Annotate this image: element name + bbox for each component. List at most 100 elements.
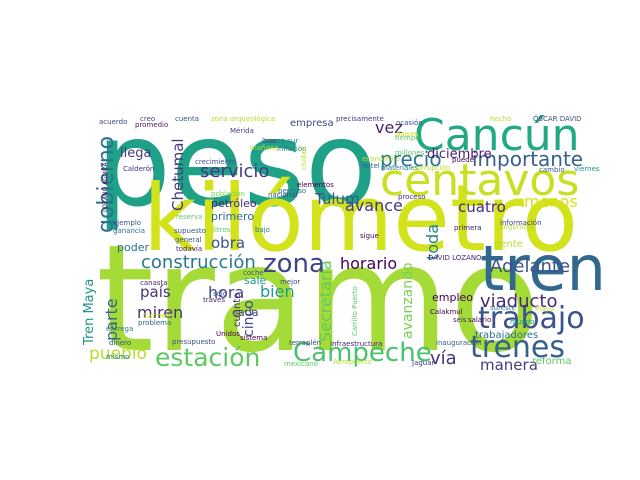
word-peso: peso — [96, 95, 377, 233]
word-toda: toda — [423, 224, 442, 260]
word-poder: poder — [117, 241, 149, 254]
word-precisamente: precisamente — [336, 115, 384, 123]
word-cuenta: cuenta — [175, 115, 199, 123]
word-pueblo: pueblo — [89, 344, 147, 364]
word-millones: millones — [395, 149, 425, 157]
word-bajo: bajo — [255, 226, 270, 234]
word-puede: puede — [452, 156, 474, 164]
word-zona-arqueologica: zona arqueológica — [211, 115, 275, 123]
word-trenes: trenes — [470, 330, 565, 365]
word-campeche: Campeche — [293, 338, 432, 368]
word-miren: miren — [137, 303, 183, 322]
word-reforma: reforma — [532, 356, 572, 367]
word-tramo: tramo — [96, 213, 540, 385]
word-importante: importante — [472, 147, 583, 171]
word-cuatro: cuatro — [458, 198, 506, 216]
word-petroleo: petróleo — [211, 197, 257, 210]
word-cambio: cambio — [539, 166, 565, 174]
word-permiso: permiso — [278, 187, 306, 195]
word-parte: parte — [102, 298, 121, 341]
word-primero: primero — [211, 210, 254, 223]
word-seguridad: seguridad — [500, 223, 535, 231]
word-horario: horario — [340, 254, 397, 273]
word-cada: cada — [232, 306, 259, 319]
word-cuanto: cuanto — [232, 293, 243, 327]
word-secretaria: Secretaría — [316, 260, 335, 342]
word-carrillo-puerto: Carrillo Puerto — [351, 286, 359, 336]
word-empresa: empresa — [290, 118, 334, 129]
word-primera: primera — [454, 224, 482, 232]
word-mejor: mejor — [280, 278, 300, 286]
word-presupuesto: presupuesto — [172, 338, 215, 346]
word-trabajo: trabajo — [478, 301, 585, 336]
word-losa: losa — [262, 137, 276, 145]
word-empleo: empleo — [432, 291, 473, 304]
word-sureste: sureste — [490, 304, 516, 312]
word-ejemplo: ejemplo — [113, 219, 141, 227]
word-nacional: nacional — [268, 191, 298, 199]
word-lozano-aguila: LOZANO AGUILA — [102, 162, 109, 212]
word-viernes: viernes — [574, 165, 600, 173]
word-tramo-sur: tramo sur — [264, 137, 298, 145]
word-manera: manera — [480, 356, 538, 374]
word-salario: salario — [468, 316, 491, 324]
word-obra: obra — [211, 234, 245, 252]
word-chetumal: Chetumal — [169, 138, 187, 211]
word-zona: zona — [263, 249, 325, 279]
word-playa: Playa — [535, 305, 554, 313]
word-crecimiento: crecimiento — [195, 158, 236, 166]
word-inauguracion: inauguración — [436, 339, 482, 347]
word-bien: bien — [260, 282, 295, 301]
word-litros: litros — [213, 226, 231, 234]
word-supuesto: supuesto — [174, 227, 206, 235]
word-calakmul: Calakmul — [430, 308, 463, 316]
word-menos: menos — [524, 192, 578, 211]
word-sistema: sistema — [240, 334, 267, 342]
word-general: general — [175, 236, 202, 244]
word-construccion: construcción — [141, 252, 256, 273]
word-aeropuerto: Aeropuerto — [333, 358, 372, 366]
word-gobierno: gobierno — [94, 136, 119, 233]
word-economico: económico — [362, 155, 400, 163]
word-cancun: Cancún — [414, 110, 580, 161]
word-sale: sale — [244, 274, 267, 287]
word-paises: países — [396, 130, 419, 138]
word-acuerdo: acuerdo — [99, 118, 127, 126]
word-oscar-david: ÓSCAR DAVID — [533, 114, 582, 123]
word-problema: problema — [138, 319, 171, 327]
word-calderon: Calderón — [123, 165, 154, 173]
word-trabajadores: trabajadores — [475, 330, 538, 341]
word-elementos: elementos — [297, 181, 334, 189]
word-promedio: promedio — [135, 121, 168, 129]
word-tiempo: tiempo — [395, 134, 420, 142]
word-creo: creo — [140, 115, 155, 123]
word-ganancia: ganancia — [113, 227, 145, 235]
word-avanzando: avanzando — [400, 262, 416, 339]
word-servicio: servicio — [200, 161, 269, 182]
word-traves: través — [203, 296, 225, 304]
word-unidos: Unidos — [216, 330, 240, 338]
word-poblacion: población — [211, 190, 245, 198]
word-diciembre: diciembre — [427, 147, 492, 162]
word-sigue: sigue — [360, 232, 379, 240]
word-adelante: Adelante — [490, 256, 570, 277]
word-vez: vez — [375, 118, 403, 137]
word-estacion: estación — [155, 343, 260, 372]
word-tren-maya: Tren Maya — [82, 279, 97, 346]
word-tren: tren — [480, 232, 606, 305]
word-david-lozano: DAVID LOZANO — [428, 254, 482, 262]
word-gente: gente — [494, 239, 523, 250]
word-via: vía — [430, 348, 457, 369]
word-mundo: mundo — [510, 318, 534, 326]
word-pais: país — [140, 283, 171, 301]
word-mexicano: mexicano — [284, 360, 318, 368]
word-manana: mañana — [250, 144, 279, 152]
word-kilometro: kilómetro — [143, 165, 578, 272]
word-entrega: entrega — [106, 325, 133, 333]
word-corrupcion: corrupción — [413, 164, 450, 172]
word-canasta: canasta — [140, 279, 168, 287]
word-materiales: materiales — [381, 164, 419, 172]
word-viaducto: viaducto — [480, 291, 557, 312]
word-ocasion: ocasión — [396, 119, 423, 127]
